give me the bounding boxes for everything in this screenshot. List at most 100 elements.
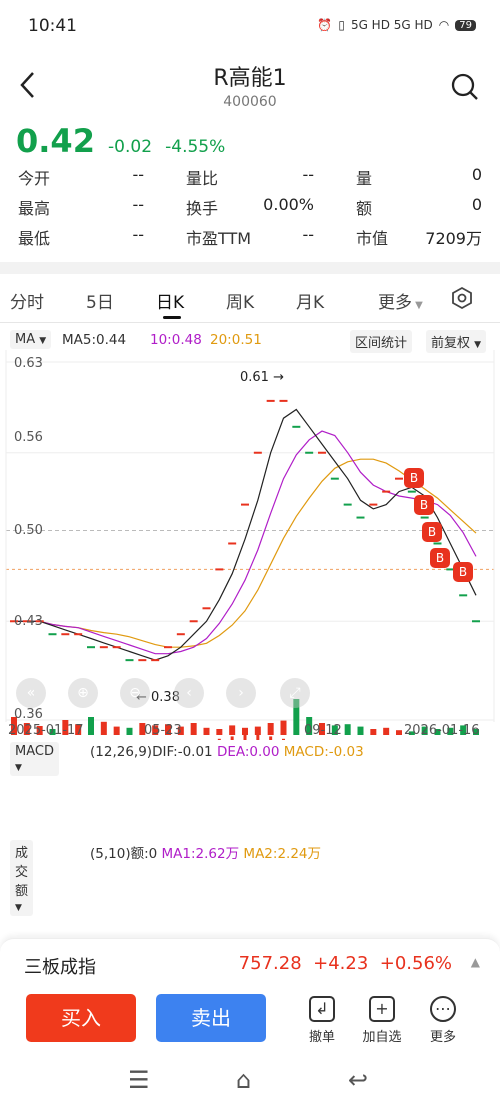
tab-more[interactable]: 更多 ▼ <box>378 293 423 313</box>
chart-grid <box>5 350 495 722</box>
back-nav-icon[interactable]: ↩ <box>348 1066 369 1094</box>
expand-icon[interactable]: ▲ <box>470 955 480 969</box>
back-icon[interactable] <box>18 70 38 107</box>
tab-daily-k[interactable]: 日K <box>156 293 185 313</box>
volume-selector[interactable]: 成交额 ▼ <box>10 840 34 916</box>
cancel-order-label: 撤单 <box>308 1030 335 1045</box>
index-name: 三板成指 <box>24 957 96 978</box>
vibrate-icon: ▯ <box>338 18 345 32</box>
wifi-icon: ◠ <box>438 18 450 32</box>
volume-bar <box>460 725 467 735</box>
scroll-right-icon[interactable]: › <box>226 678 256 708</box>
fullscreen-icon[interactable]: ⤢ <box>280 678 310 708</box>
tab-more-label: 更多 <box>378 293 412 313</box>
volume-bar <box>75 724 82 735</box>
volume-bar <box>23 723 30 735</box>
battery-icon: 79 <box>455 19 476 31</box>
status-bar: 10:41 ⏰ ▯ 5G HD 5G HD ◠ 79 <box>0 0 500 50</box>
home-icon[interactable]: ⌂ <box>236 1066 252 1094</box>
ma10-line <box>14 430 477 655</box>
stat-value: -- <box>132 165 144 184</box>
ma-selector-label: MA <box>15 332 36 347</box>
scroll-left-icon[interactable]: ‹ <box>174 678 204 708</box>
status-time: 10:41 <box>28 16 77 36</box>
status-icons: ⏰ ▯ 5G HD 5G HD ◠ 79 <box>317 18 476 32</box>
stat-value: 7209万 <box>425 229 482 248</box>
signal-icon: 5G HD 5G HD <box>350 18 433 32</box>
stock-code: 400060 <box>223 94 277 110</box>
tab-intraday[interactable]: 分时 <box>10 293 44 313</box>
volume-ma2: MA2:2.24万 <box>243 846 322 862</box>
buy-badge[interactable]: B <box>422 522 442 542</box>
volume-bar <box>383 727 390 735</box>
macd-params: (12,26,9)DIF:-0.01 DEA:0.00 MACD:-0.03 <box>90 744 364 760</box>
high-marker: 0.61 → <box>240 370 284 385</box>
volume-bar <box>344 724 351 735</box>
y-axis-label: 0.43 <box>14 614 43 629</box>
stat-label: 最高 <box>18 199 51 218</box>
volume-bar <box>49 729 56 735</box>
volume-bar <box>254 726 261 735</box>
buy-badge[interactable]: B <box>453 562 473 582</box>
volume-bar <box>165 724 171 735</box>
stat-label: 量比 <box>186 169 219 188</box>
volume-bar <box>11 717 17 735</box>
volume-bar <box>319 723 325 735</box>
buy-badge[interactable]: B <box>430 548 450 568</box>
cancel-order-button[interactable]: ↲ 撤单 <box>297 996 347 1045</box>
stat-value: 0.00% <box>263 195 314 214</box>
tab-5day[interactable]: 5日 <box>86 293 114 313</box>
ma5-path <box>14 408 477 661</box>
volume-bar <box>177 726 184 735</box>
menu-icon[interactable]: ☰ <box>128 1066 150 1094</box>
price-change-pct: -4.55% <box>165 137 226 157</box>
stock-name: R高能1 <box>213 66 287 91</box>
ma-selector[interactable]: MA ▼ <box>10 330 52 349</box>
macd-value: MACD:-0.03 <box>283 744 364 760</box>
cancel-order-icon: ↲ <box>309 996 335 1022</box>
range-stats-button[interactable]: 区间统计 <box>350 330 413 353</box>
ma-legend: MA ▼ MA5:0.44 10:0.48 20:0.51 区间统计 前复权 ▼ <box>10 330 490 353</box>
index-values: 757.28 +4.23 +0.56% <box>239 953 452 974</box>
volume-bar <box>357 726 364 735</box>
volume-bar <box>216 729 223 735</box>
stat-label: 今开 <box>18 169 51 188</box>
tab-monthly-k[interactable]: 月K <box>296 293 325 313</box>
section-divider <box>0 262 500 274</box>
buy-badge[interactable]: B <box>404 468 424 488</box>
scroll-left-fast-icon[interactable]: « <box>16 678 46 708</box>
candles <box>10 399 480 662</box>
index-change-pct: +0.56% <box>379 953 452 974</box>
alarm-icon: ⏰ <box>317 18 333 32</box>
system-nav-bar: ☰ ⌂ ↩ <box>0 1054 500 1111</box>
adjust-selector[interactable]: 前复权 ▼ <box>426 330 487 353</box>
x-axis-label: 05-23 <box>144 723 182 738</box>
index-ticker[interactable]: 三板成指 757.28 +4.23 +0.56% ▲ <box>0 938 500 988</box>
volume-bar <box>113 726 120 735</box>
high-marker-value: 0.61 <box>240 370 269 385</box>
volume-bar <box>331 725 338 735</box>
buy-button[interactable]: 买入 <box>26 994 136 1042</box>
more-button[interactable]: ⋯ 更多 <box>418 996 468 1045</box>
zoom-out-icon[interactable]: ⊖ <box>120 678 150 708</box>
volume-bar <box>203 727 210 735</box>
settings-icon[interactable] <box>450 286 474 315</box>
ma10-path <box>14 430 477 655</box>
ma10-value: 10:0.48 <box>150 332 202 348</box>
sell-button[interactable]: 卖出 <box>156 994 266 1042</box>
volume-bar <box>408 731 415 735</box>
stat-label: 市盈TTM <box>186 229 252 248</box>
zoom-in-icon[interactable]: ⊕ <box>68 678 98 708</box>
search-icon[interactable] <box>450 72 478 100</box>
buy-badge[interactable]: B <box>414 495 434 515</box>
volume-params: (5,10)额:0 MA1:2.62万 MA2:2.24万 <box>90 842 321 862</box>
tab-weekly-k[interactable]: 周K <box>226 293 255 313</box>
macd-selector[interactable]: MACD ▼ <box>10 742 59 776</box>
volume-bar <box>139 723 146 735</box>
volume-bar <box>190 723 197 735</box>
y-axis-label: 0.50 <box>14 523 43 538</box>
stat-label: 最低 <box>18 229 51 248</box>
kline-chart[interactable]: 0.63 0.56 0.50 0.43 0.36 2025-01-17 05-2… <box>0 350 500 804</box>
quote-stats: 今开 -- 量比 -- 量 0 最高 -- 换手 0.00% 额 0 最低 --… <box>18 165 488 255</box>
add-watchlist-button[interactable]: + 加自选 <box>357 996 407 1045</box>
